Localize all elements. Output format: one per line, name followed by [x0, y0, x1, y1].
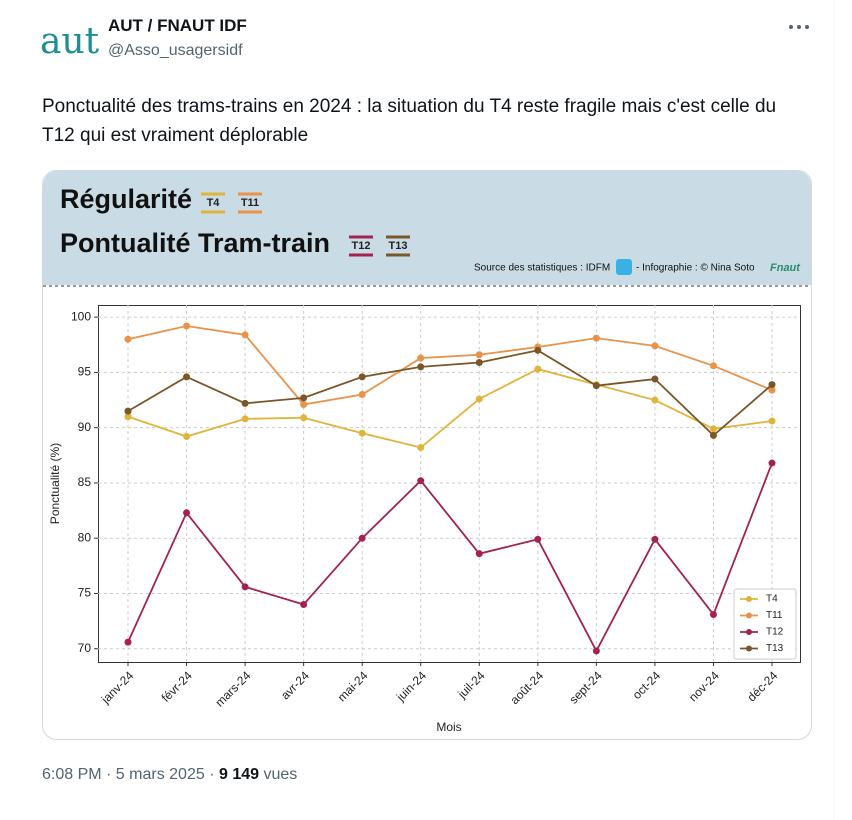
- view-count: 9 149: [218, 766, 260, 783]
- point: [592, 647, 600, 655]
- point: [768, 381, 776, 389]
- point: [124, 413, 132, 421]
- idfm-icon: [616, 259, 632, 275]
- point: [358, 373, 366, 381]
- point: [417, 363, 425, 371]
- legend-marker: [746, 645, 752, 652]
- series-line: [127, 462, 773, 653]
- point: [709, 425, 717, 433]
- legend-label: T13: [766, 643, 784, 654]
- menu-dot[interactable]: [805, 25, 809, 29]
- y-tick-label: 100: [71, 309, 91, 323]
- point: [124, 638, 132, 646]
- legend-label: T4: [766, 594, 778, 605]
- legend-marker: [746, 612, 752, 619]
- point: [534, 365, 542, 373]
- point: [358, 391, 366, 399]
- point: [241, 583, 249, 591]
- legend-label: T11: [766, 610, 783, 621]
- point: [417, 354, 425, 362]
- point: [300, 394, 308, 402]
- point: [592, 334, 600, 342]
- y-tick-label: 85: [78, 475, 92, 489]
- y-tick-label: 70: [78, 641, 92, 655]
- logo: aut: [40, 21, 100, 62]
- point: [651, 375, 659, 383]
- legend-marker: [746, 629, 752, 635]
- credit-logo: Fnaut: [770, 262, 801, 274]
- point: [241, 399, 249, 407]
- author-handle[interactable]: @Asso_usagersidf: [108, 42, 243, 59]
- source: Source des statistiques : IDFM: [474, 263, 610, 274]
- point: [241, 415, 249, 423]
- menu-dot[interactable]: [797, 25, 801, 29]
- point: [475, 358, 483, 366]
- point: [651, 396, 659, 404]
- chart-title: Régularité: [60, 184, 192, 214]
- badge: T13: [389, 240, 408, 252]
- series-line: [127, 325, 773, 406]
- point: [709, 610, 717, 618]
- point: [417, 477, 425, 485]
- point: [241, 331, 249, 339]
- y-tick-label: 75: [78, 586, 92, 600]
- y-tick-label: 95: [78, 365, 92, 379]
- point: [709, 362, 717, 370]
- y-tick-label: 90: [78, 420, 92, 434]
- point: [768, 417, 776, 425]
- point: [651, 535, 659, 543]
- point: [475, 550, 483, 558]
- chart-header: [43, 171, 811, 285]
- point: [300, 400, 308, 408]
- point: [417, 444, 425, 452]
- point: [124, 407, 132, 415]
- legend-box: [733, 588, 797, 660]
- point: [709, 431, 717, 439]
- point: [592, 382, 600, 390]
- point: [183, 509, 191, 517]
- timestamp[interactable]: 6:08 PM · 5 mars 2025 ·: [42, 766, 215, 783]
- point: [183, 373, 191, 381]
- point: [183, 322, 191, 330]
- point: [651, 342, 659, 350]
- credit: - Infographie : © Nina Soto: [636, 263, 755, 274]
- series-line: [127, 349, 773, 437]
- badge: T12: [352, 240, 371, 252]
- legend-marker: [746, 596, 752, 602]
- point: [534, 535, 542, 543]
- y-axis-label: Ponctualité (%): [48, 443, 62, 524]
- point: [768, 459, 776, 467]
- tweet-footer: 6:08 PM · 5 mars 2025 · 9 149 vues: [42, 766, 297, 784]
- point: [300, 414, 308, 422]
- chart-subtitle: Pontualité Tram-train: [60, 228, 330, 258]
- legend-label: T12: [766, 627, 784, 638]
- point: [768, 386, 776, 394]
- views-label: vues: [263, 766, 298, 783]
- plot-frame: [98, 305, 801, 663]
- point: [534, 346, 542, 354]
- author-name[interactable]: AUT / FNAUT IDF: [108, 16, 247, 35]
- badge: T11: [241, 197, 259, 209]
- point: [183, 433, 191, 441]
- menu-dot[interactable]: [789, 25, 793, 29]
- badge: T4: [207, 197, 221, 209]
- point: [475, 395, 483, 403]
- point: [475, 351, 483, 359]
- card: [42, 170, 812, 740]
- point: [358, 429, 366, 437]
- series-line: [127, 368, 773, 449]
- y-tick-label: 80: [78, 530, 92, 544]
- x-axis-label: Mois: [436, 720, 461, 734]
- point: [124, 335, 132, 343]
- tweet-text: Ponctualité des trams-trains en 2024 : l…: [42, 96, 777, 146]
- point: [300, 601, 308, 609]
- point: [358, 534, 366, 542]
